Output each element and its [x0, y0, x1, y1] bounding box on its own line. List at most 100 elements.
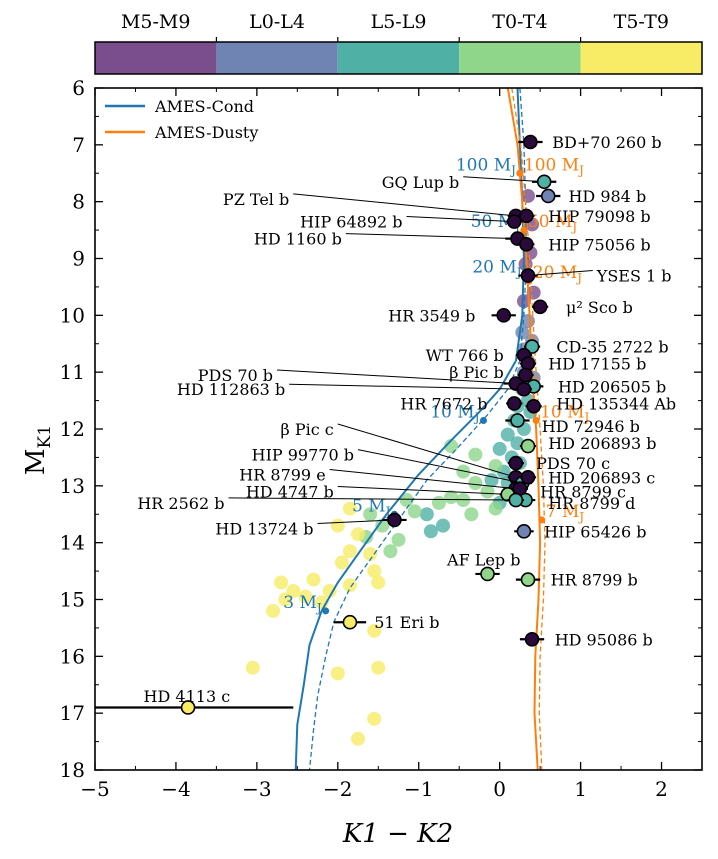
companion-point: [510, 413, 525, 428]
field-object-point: [407, 504, 422, 519]
companion-label: HD 206505 b: [558, 377, 666, 396]
companion-leader-line: [277, 369, 516, 385]
companion-point: [520, 572, 536, 587]
companion-label: HD 4113 c: [144, 687, 231, 706]
field-object-point: [367, 564, 382, 579]
field-object-point: [375, 518, 390, 533]
field-object-point: [278, 592, 293, 607]
companion-point: [536, 174, 552, 190]
colorbar-segment: [337, 42, 460, 74]
colorbar-label: T5-T9: [614, 11, 669, 33]
mass-marker-label: 20 MJ: [472, 258, 521, 280]
field-object-point: [351, 527, 366, 542]
field-object-point: [334, 555, 349, 570]
colorbar-segment: [580, 42, 702, 74]
companion-label: HD 135344 Ab: [556, 394, 676, 413]
y-tick-label: 16: [60, 644, 85, 668]
companion-leader-line: [345, 233, 518, 240]
mass-marker-point: [322, 607, 330, 615]
companion-leader-line: [329, 468, 516, 490]
companion-point: [523, 134, 538, 150]
x-tick-label: −2: [323, 777, 352, 801]
companion-point: [526, 398, 541, 414]
companion-label: HR 2562 b: [137, 494, 224, 513]
companion-point: [508, 492, 524, 508]
mass-marker-point: [479, 416, 487, 424]
field-object-point: [484, 473, 499, 488]
companion-leader-line: [357, 449, 523, 484]
companion-label: HIP 75056 b: [548, 235, 650, 254]
field-object-point: [298, 589, 313, 604]
companion-label: 51 Eri b: [374, 613, 439, 632]
colorbar-segment: [459, 42, 581, 74]
companion-point: [506, 396, 522, 411]
companion-label: β Pic b: [449, 363, 504, 382]
companion-point: [387, 512, 402, 528]
mass-marker-label: 10 MJ: [430, 402, 479, 424]
companion-leader-line: [317, 519, 395, 524]
companion-label: HD 4747 b: [246, 483, 334, 502]
field-object-point: [371, 660, 386, 675]
y-tick-label: 12: [60, 417, 85, 441]
x-axis-label: K1 − K2: [342, 819, 453, 849]
companion-label: HD 206893 c: [548, 468, 655, 487]
companion-label: HIP 99770 b: [252, 446, 354, 465]
model-track-dashed-line: [511, 88, 546, 770]
mass-marker-point: [532, 416, 540, 424]
legend-label: AMES-Cond: [154, 97, 254, 116]
field-object-point: [431, 495, 446, 510]
companion-label: HD 72946 b: [542, 417, 640, 436]
companion-label: HIP 79098 b: [548, 207, 650, 226]
companion-leader-line: [527, 270, 593, 277]
y-tick-label: 11: [60, 360, 85, 384]
companion-point: [506, 214, 522, 229]
mass-marker-label: 50 MJ: [528, 212, 577, 234]
companion-label: HD 95086 b: [555, 630, 653, 649]
colorbar-segment: [95, 42, 217, 74]
x-tick-label: −1: [404, 777, 433, 801]
companion-leader-line: [337, 423, 516, 478]
y-tick-label: 10: [60, 303, 85, 327]
x-tick-label: 2: [655, 777, 668, 801]
companion-label: HR 8799 e: [239, 465, 325, 484]
companion-point: [540, 188, 556, 204]
companion-label: HR 8799 d: [548, 494, 635, 513]
colorbar-label: L5-L9: [371, 11, 427, 33]
field-object-point: [488, 501, 503, 516]
field-object-point: [419, 507, 434, 522]
field-object-point: [367, 711, 382, 726]
companion-leader-line: [228, 497, 516, 501]
companion-label: HD 1160 b: [254, 230, 342, 249]
y-tick-label: 13: [60, 474, 85, 498]
companion-label: HR 7672 b: [400, 394, 487, 413]
y-tick-label: 15: [60, 588, 85, 612]
companion-point: [518, 367, 533, 383]
companion-point: [480, 566, 495, 582]
field-object-point: [274, 575, 289, 590]
companion-label: HR 3549 b: [388, 306, 475, 325]
companion-point: [508, 455, 524, 471]
companion-label: β Pic c: [281, 420, 334, 439]
mass-marker-point: [520, 226, 528, 234]
colorbar-label: T0-T4: [492, 11, 547, 33]
companion-label: HIP 64892 b: [300, 213, 402, 232]
field-object-point: [423, 524, 438, 539]
colorbar-label: L0-L4: [249, 11, 305, 33]
mass-marker-label: 100 MJ: [456, 155, 516, 177]
y-tick-label: 8: [72, 190, 85, 214]
field-object-point: [342, 501, 357, 516]
field-object-point: [436, 518, 451, 533]
field-object-point: [266, 603, 281, 618]
model-track-line: [506, 88, 542, 770]
y-tick-label: 18: [60, 758, 85, 782]
colorbar-frame: [94, 41, 703, 75]
field-object-point: [351, 731, 366, 746]
companion-leader-line: [293, 193, 516, 217]
y-tick-label: 14: [60, 531, 85, 555]
companion-label: HD 13724 b: [215, 519, 313, 538]
mass-marker-label: 5 MJ: [352, 496, 391, 518]
field-object-point: [468, 447, 483, 462]
